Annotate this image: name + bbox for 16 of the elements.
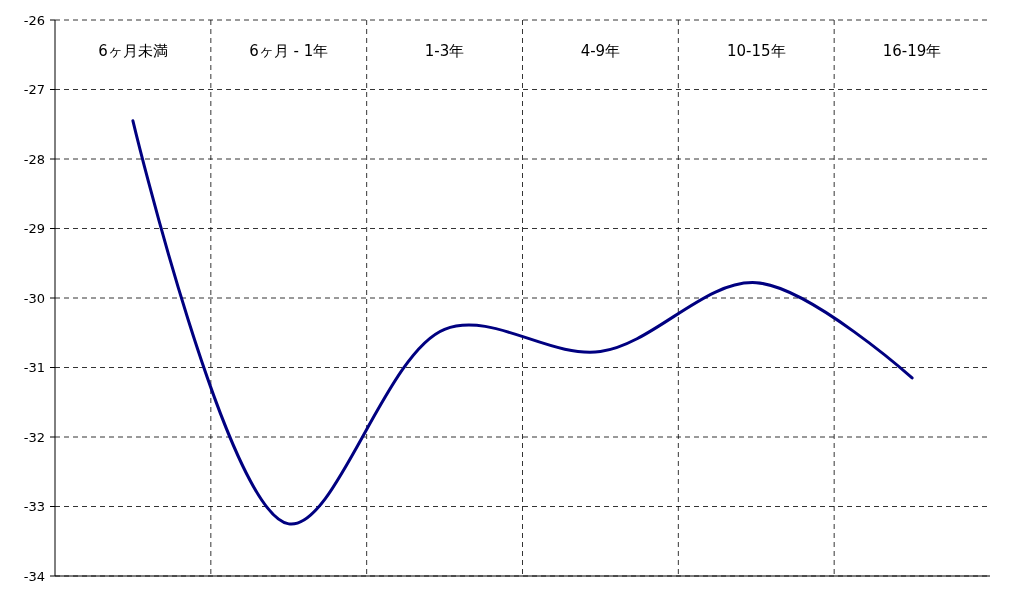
y-tick-label: -31 <box>23 360 45 376</box>
x-tick-label: 10-15年 <box>726 42 786 60</box>
y-tick-label: -29 <box>23 221 45 237</box>
y-tick-label: -33 <box>23 499 45 515</box>
x-tick-label: 6ヶ月未満 <box>98 42 168 60</box>
x-tick-label: 16-19年 <box>882 42 942 60</box>
y-tick-label: -28 <box>23 151 45 167</box>
y-tick-label: -27 <box>23 82 45 98</box>
x-tick-label: 1-3年 <box>424 42 465 60</box>
y-tick-label: -34 <box>23 568 45 584</box>
y-tick-label: -30 <box>23 290 45 306</box>
x-tick-label: 4-9年 <box>580 42 621 60</box>
line-series <box>131 119 914 526</box>
y-tick-label: -26 <box>23 12 45 28</box>
x-tick-label: 6ヶ月 - 1年 <box>249 42 329 60</box>
y-tick-label: -32 <box>23 429 45 445</box>
